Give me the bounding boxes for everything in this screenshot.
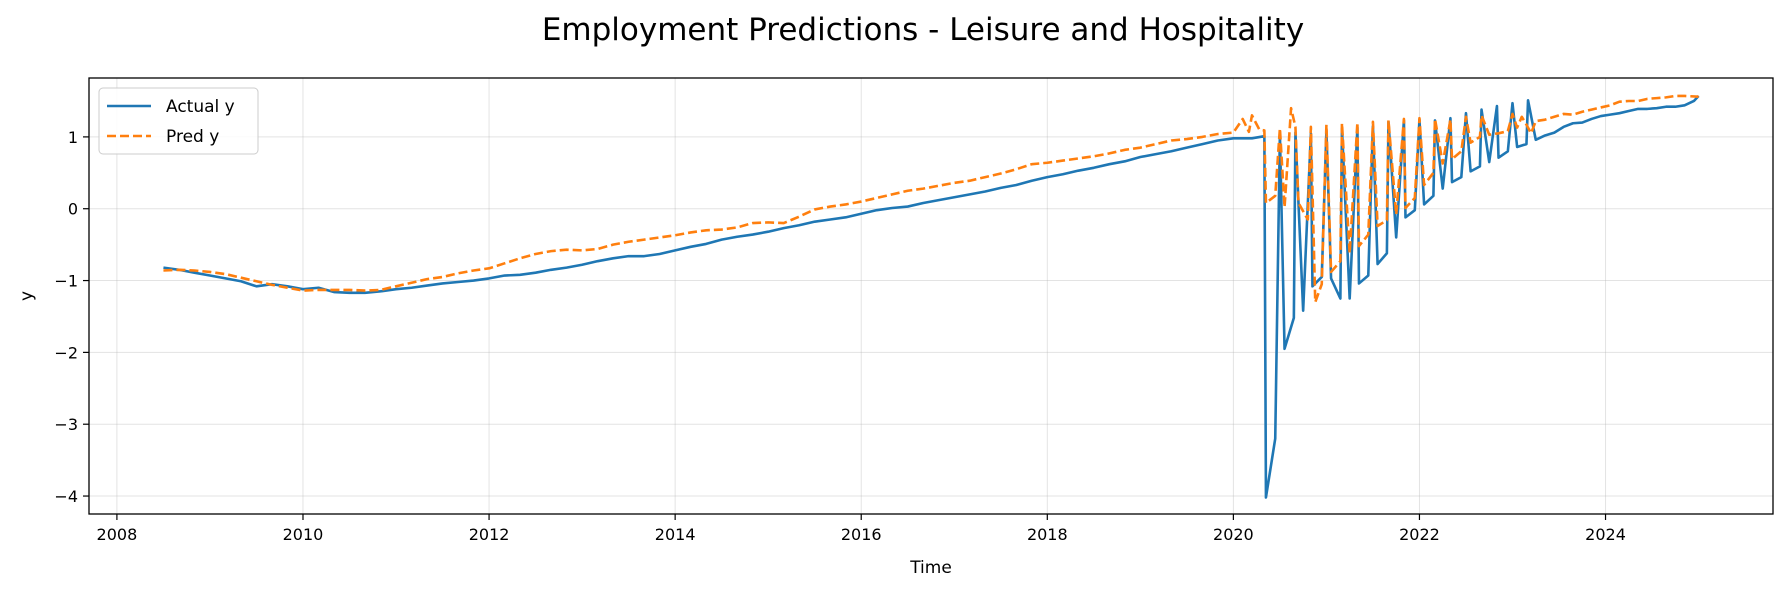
chart-title: Employment Predictions - Leisure and Hos… [542,12,1304,48]
y-axis: 1 0 −1 −2 −3 −4 [54,128,89,506]
y-tick-label: 0 [68,200,78,219]
y-tick-label: −2 [54,343,78,362]
x-tick-label: 2022 [1399,525,1440,544]
legend-label-pred: Pred y [166,127,219,147]
x-tick-label: 2012 [469,525,510,544]
x-tick-label: 2014 [655,525,696,544]
y-axis-label: y [17,291,37,301]
grid-lines [89,78,1773,514]
x-tick-label: 2016 [841,525,882,544]
legend-box [98,87,259,155]
plot-area-frame [88,77,1774,515]
y-tick-label: 1 [68,128,78,147]
x-tick-label: 2008 [97,525,138,544]
series-layer [163,94,1700,499]
y-tick-label: −3 [54,415,78,434]
legend: Actual y Pred y [98,87,259,155]
x-tick-label: 2018 [1027,525,1068,544]
x-tick-label: 2010 [283,525,324,544]
series-line-actual [163,95,1700,499]
x-axis-label: Time [909,558,952,578]
x-tick-label: 2020 [1213,525,1254,544]
y-tick-label: −1 [54,272,78,291]
legend-label-actual: Actual y [166,97,235,117]
y-tick-label: −4 [54,487,78,506]
series-line-pred [163,94,1699,304]
x-axis: 2008 2010 2012 2014 2016 2018 2020 2022 2024 [97,514,1626,544]
x-tick-label: 2024 [1585,525,1626,544]
